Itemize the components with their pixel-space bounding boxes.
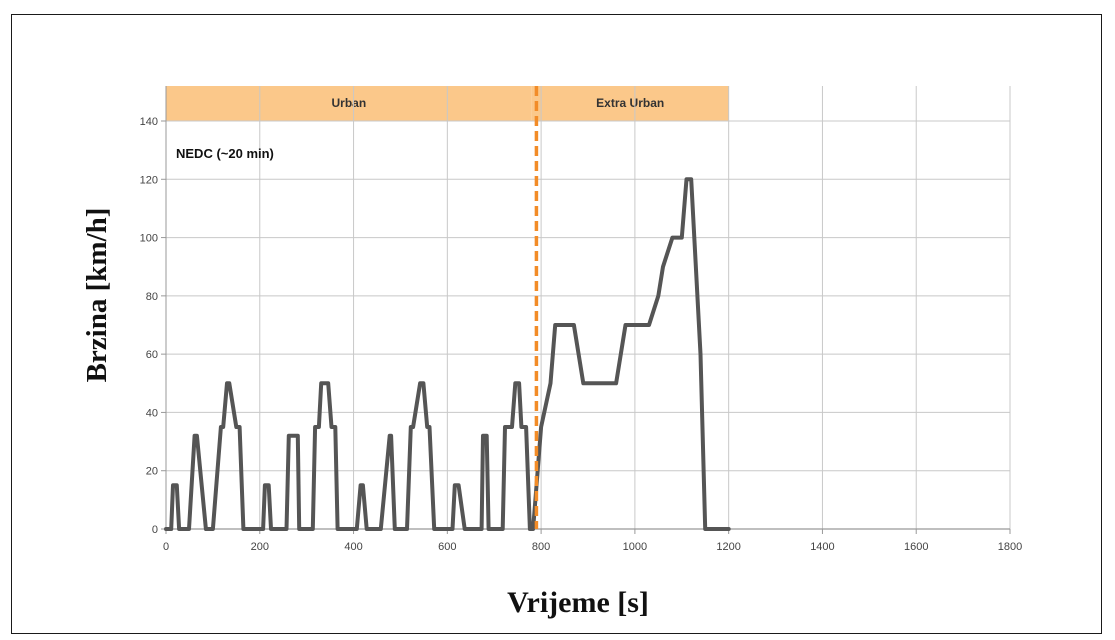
y-tick-label-40: 40	[146, 407, 158, 419]
y-tick-label-60: 60	[146, 349, 158, 361]
x-tick-label-1600: 1600	[904, 541, 928, 553]
x-tick-label-0: 0	[163, 541, 169, 553]
y-tick-label-120: 120	[140, 174, 158, 186]
x-tick-label-1000: 1000	[623, 541, 647, 553]
x-tick-label-800: 800	[532, 541, 550, 553]
y-tick-label-20: 20	[146, 466, 158, 478]
band-1	[531, 86, 729, 121]
series-line	[164, 177, 731, 531]
cycle-annotation: NEDC (~20 min)	[176, 146, 274, 161]
x-tick-label-1800: 1800	[998, 541, 1022, 553]
band-label-1: Extra Urban	[596, 96, 664, 110]
y-tick-label-140: 140	[140, 116, 158, 128]
grid-lines	[166, 86, 1011, 529]
y-axis-title: Brzina [km/h]	[81, 208, 113, 383]
x-tick-label-1400: 1400	[810, 541, 834, 553]
y-tick-label-80: 80	[146, 291, 158, 303]
axes	[165, 86, 1010, 530]
x-tick-label-400: 400	[344, 541, 362, 553]
x-tick-label-200: 200	[251, 541, 269, 553]
x-tick-label-600: 600	[438, 541, 456, 553]
band-0	[166, 86, 532, 121]
phase-bands: Urban Extra Urban	[166, 86, 729, 121]
band-label-0: Urban	[332, 96, 367, 110]
x-axis-title: Vrijeme [s]	[507, 586, 649, 619]
y-tick-label-100: 100	[140, 233, 158, 245]
x-tick-label-1200: 1200	[716, 541, 740, 553]
y-tick-label-0: 0	[152, 524, 158, 536]
